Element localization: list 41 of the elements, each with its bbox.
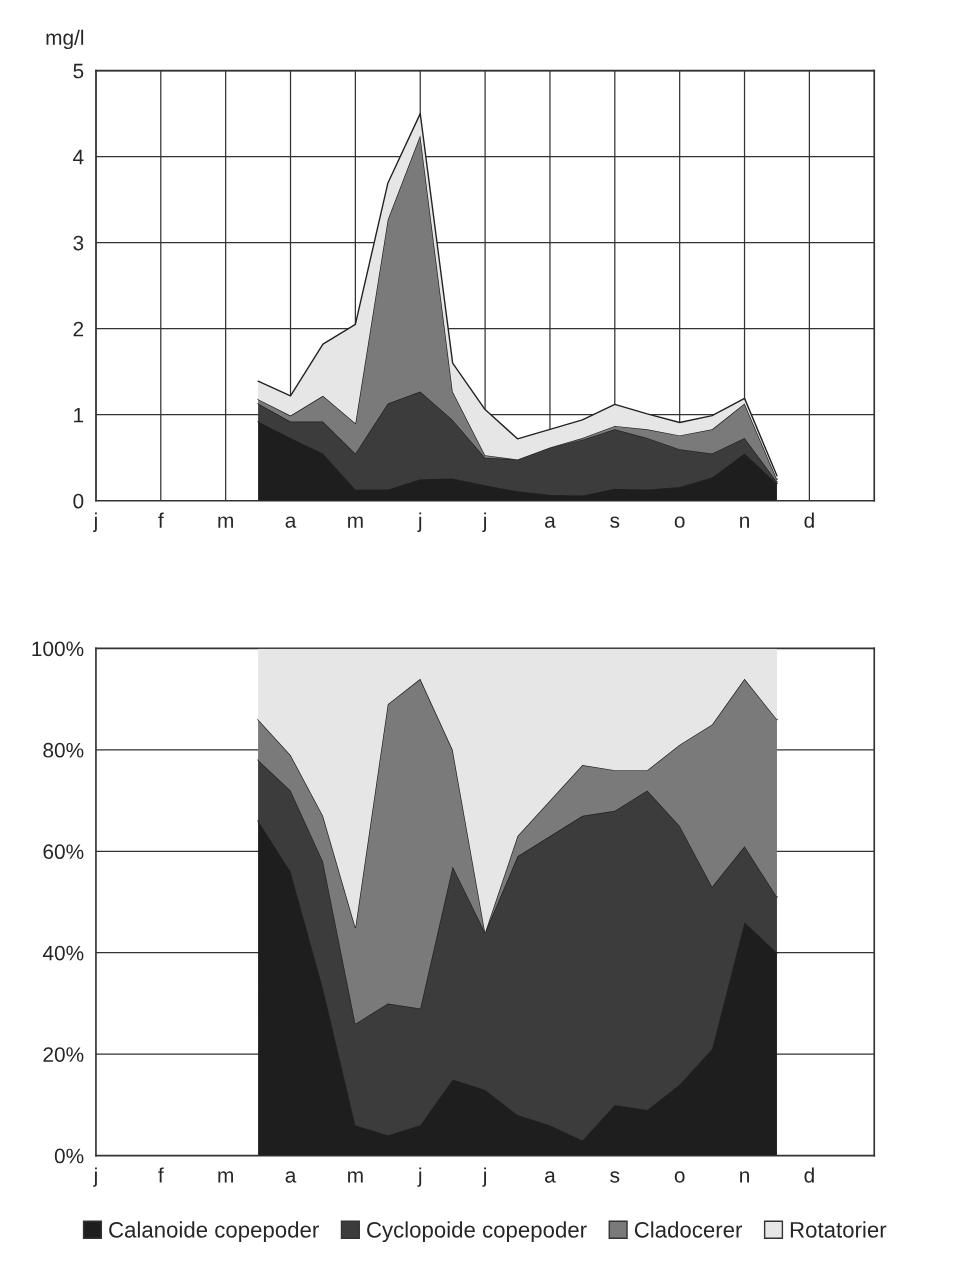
x-tick-label: s bbox=[610, 516, 620, 528]
x-tick-label: d bbox=[804, 1167, 814, 1183]
y-tick-label: 20% bbox=[43, 1047, 84, 1062]
x-tick-label: a bbox=[285, 516, 297, 528]
x-tick-label: o bbox=[674, 516, 685, 528]
x-tick-label: a bbox=[545, 516, 556, 528]
y-tick-label: 60% bbox=[43, 844, 84, 860]
legend-label: Cladocerer bbox=[634, 1221, 743, 1238]
x-tick-label: m bbox=[348, 516, 363, 528]
y-tick-label: 1 bbox=[74, 407, 84, 423]
x-tick-label: a bbox=[285, 1171, 297, 1183]
y-tick-label: 100% bbox=[32, 641, 84, 657]
x-tick-label: m bbox=[218, 516, 233, 528]
x-tick-label: s bbox=[610, 1171, 620, 1183]
x-tick-label: a bbox=[545, 1171, 556, 1183]
x-tick-label: m bbox=[348, 1171, 363, 1183]
x-tick-label: f bbox=[158, 512, 164, 528]
x-tick-label: j bbox=[417, 1167, 422, 1187]
x-tick-label: j bbox=[93, 1167, 97, 1187]
legend-label: Cyclopoide copepoder bbox=[367, 1221, 587, 1243]
y-tick-label: 0 bbox=[73, 493, 84, 509]
y-tick-label: 80% bbox=[43, 742, 84, 758]
x-tick-label: n bbox=[740, 516, 749, 528]
y-tick-label: 0% bbox=[54, 1148, 84, 1164]
x-tick-label: o bbox=[674, 1171, 685, 1183]
y-tick-label: 2 bbox=[73, 321, 84, 337]
y-tick-label: 3 bbox=[73, 235, 84, 251]
x-tick-label: d bbox=[804, 512, 814, 528]
x-tick-label: j bbox=[93, 512, 97, 532]
y-tick-label: 40% bbox=[42, 945, 84, 961]
x-tick-label: m bbox=[218, 1171, 233, 1183]
x-tick-label: f bbox=[158, 1167, 164, 1183]
x-tick-label: j bbox=[482, 512, 487, 532]
legend-label: Rotatorier bbox=[790, 1221, 887, 1238]
x-tick-label: j bbox=[482, 1167, 487, 1187]
legend-label: Calanoide copepoder bbox=[109, 1221, 319, 1243]
y-tick-label: 5 bbox=[73, 63, 84, 79]
y-axis-title: mg/l bbox=[46, 29, 84, 50]
x-tick-label: n bbox=[740, 1171, 749, 1183]
y-tick-label: 4 bbox=[73, 149, 84, 165]
x-tick-label: j bbox=[417, 512, 422, 532]
